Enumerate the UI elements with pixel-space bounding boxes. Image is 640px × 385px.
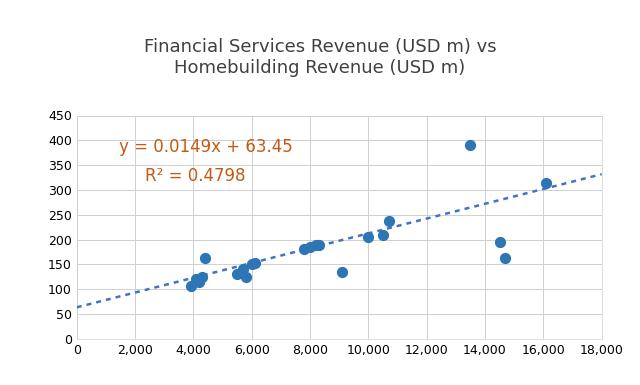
Point [500,255,511,261]
Point [200,255,210,261]
Point [186,283,196,289]
Point [541,181,551,187]
Point [383,218,394,224]
Point [232,271,243,277]
Point [299,246,309,253]
Point [191,276,202,282]
Point [314,241,324,248]
Point [194,279,204,285]
Point [305,244,315,250]
Text: y = 0.0149x + 63.45: y = 0.0149x + 63.45 [119,138,292,156]
Point [246,261,257,268]
Text: Financial Services Revenue (USD m) vs
Homebuilding Revenue (USD m): Financial Services Revenue (USD m) vs Ho… [144,38,496,77]
Point [465,142,476,148]
Point [241,274,251,280]
Point [337,269,348,275]
Point [238,266,248,273]
Point [250,260,260,266]
Point [378,231,388,238]
Point [197,274,207,280]
Point [495,239,505,245]
Text: R² = 0.4798: R² = 0.4798 [145,167,246,185]
Point [311,241,321,248]
Point [364,234,374,240]
